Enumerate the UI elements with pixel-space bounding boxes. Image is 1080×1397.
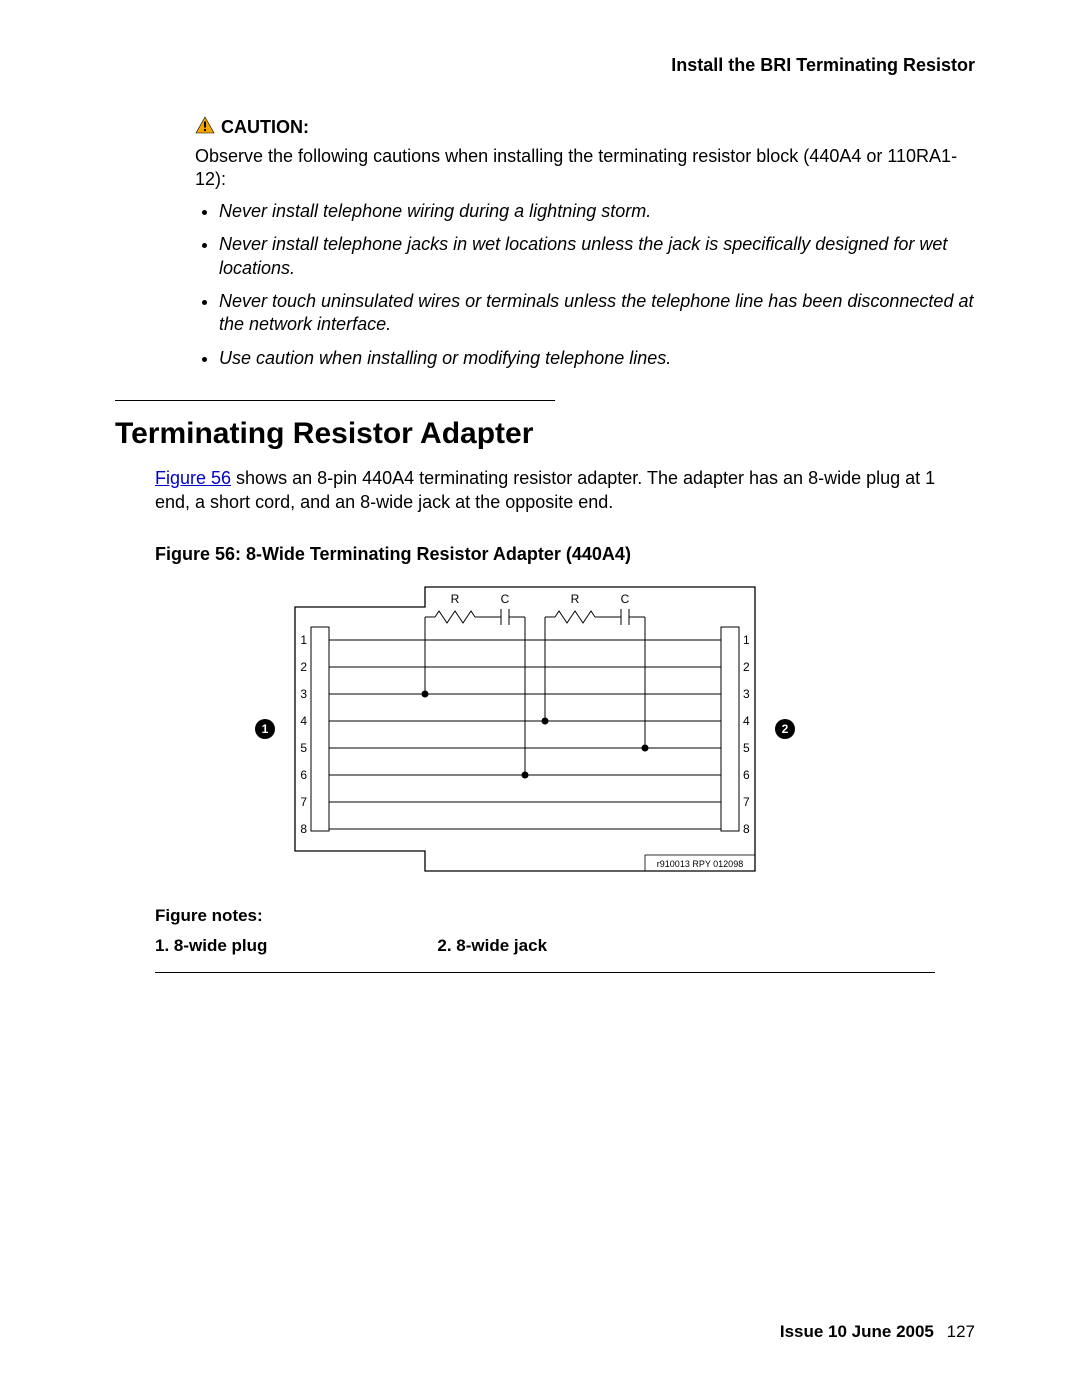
section-body-text: shows an 8-pin 440A4 terminating resisto… <box>155 468 935 511</box>
svg-text:8: 8 <box>743 822 750 836</box>
section-title: Terminating Resistor Adapter <box>115 417 975 451</box>
caution-item: Never touch uninsulated wires or termina… <box>219 290 975 337</box>
svg-text:3: 3 <box>300 687 307 701</box>
figure-caption: Figure 56: 8-Wide Terminating Resistor A… <box>155 544 975 565</box>
header-title: Install the BRI Terminating Resistor <box>115 55 975 76</box>
svg-text:8: 8 <box>300 822 307 836</box>
figure-note-1: 1. 8-wide plug <box>155 936 267 956</box>
figure-note-2: 2. 8-wide jack <box>437 936 547 956</box>
svg-text:7: 7 <box>743 795 750 809</box>
figure-notes-title: Figure notes: <box>155 906 975 926</box>
caution-item: Never install telephone jacks in wet loc… <box>219 233 975 280</box>
svg-text:2: 2 <box>743 660 750 674</box>
svg-text:7: 7 <box>300 795 307 809</box>
svg-text:C: C <box>501 592 510 606</box>
svg-text:R: R <box>451 592 460 606</box>
svg-text:4: 4 <box>300 714 307 728</box>
figure-link[interactable]: Figure 56 <box>155 468 231 488</box>
caution-label: CAUTION: <box>221 117 309 138</box>
footer-issue: Issue 10 June 2005 <box>780 1322 934 1341</box>
footer-page-number: 127 <box>947 1322 975 1341</box>
svg-text:2: 2 <box>300 660 307 674</box>
svg-text:r910013 RPY 012098: r910013 RPY 012098 <box>657 859 743 869</box>
svg-text:6: 6 <box>743 768 750 782</box>
caution-intro: Observe the following cautions when inst… <box>195 145 975 192</box>
svg-text:1: 1 <box>262 722 269 736</box>
svg-text:1: 1 <box>300 633 307 647</box>
caution-block: CAUTION: Observe the following cautions … <box>195 116 975 370</box>
page-footer: Issue 10 June 2005 127 <box>780 1322 975 1342</box>
svg-text:2: 2 <box>782 722 789 736</box>
section-divider <box>115 400 555 401</box>
svg-text:6: 6 <box>300 768 307 782</box>
caution-icon <box>195 116 215 139</box>
figure-diagram: 1 2 3 4 5 6 7 8 1 2 3 4 5 6 7 8 <box>245 579 975 884</box>
svg-text:5: 5 <box>743 741 750 755</box>
svg-text:1: 1 <box>743 633 750 647</box>
figure-notes-divider <box>155 972 935 973</box>
caution-item: Never install telephone wiring during a … <box>219 200 975 223</box>
section-body: Figure 56 shows an 8-pin 440A4 terminati… <box>155 467 975 514</box>
svg-text:4: 4 <box>743 714 750 728</box>
svg-text:R: R <box>571 592 580 606</box>
figure-notes-row: 1. 8-wide plug 2. 8-wide jack <box>155 936 975 966</box>
svg-text:3: 3 <box>743 687 750 701</box>
caution-list: Never install telephone wiring during a … <box>195 200 975 370</box>
svg-text:C: C <box>621 592 630 606</box>
svg-text:5: 5 <box>300 741 307 755</box>
caution-item: Use caution when installing or modifying… <box>219 347 975 370</box>
